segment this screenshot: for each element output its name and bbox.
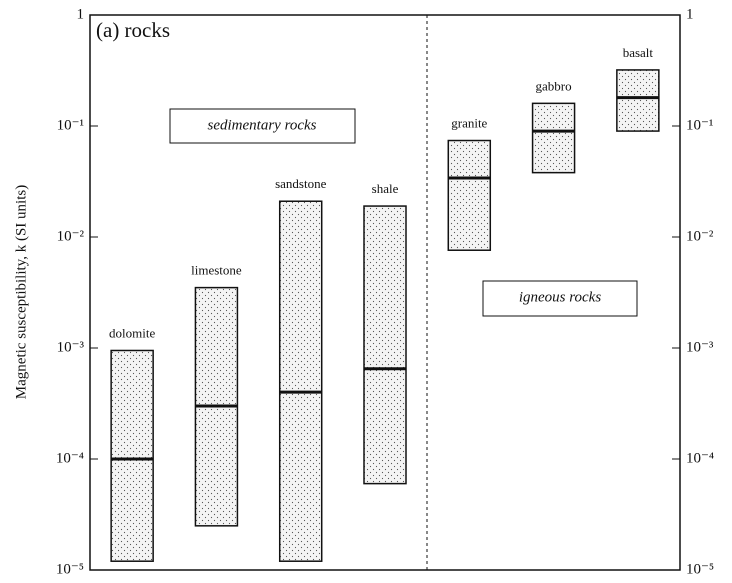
y-tick-label: 10⁻⁴ [56, 450, 84, 466]
y2-tick-label: 10⁻⁵ [686, 561, 714, 577]
category-label: sandstone [275, 176, 327, 191]
y-axis-label: Magnetic susceptibility, k (SI units) [13, 185, 29, 399]
category-label: basalt [623, 45, 654, 60]
range-bar [531, 102, 576, 174]
range-bar [363, 205, 407, 485]
chart-title: (a) rocks [96, 18, 170, 42]
y2-tick-label: 10⁻⁴ [686, 450, 714, 466]
y2-tick-label: 10⁻² [686, 228, 714, 244]
y2-tick-label: 10⁻¹ [686, 117, 713, 133]
range-bar [616, 69, 660, 132]
range-bar [278, 200, 323, 562]
range-bar [110, 349, 154, 562]
category-label: shale [372, 181, 399, 196]
y-tick-label: 10⁻² [57, 228, 85, 244]
y2-tick-label: 10⁻³ [686, 339, 714, 355]
y-tick-label: 10⁻⁵ [56, 561, 84, 577]
category-label: gabbro [536, 78, 572, 93]
y-tick-label: 1 [77, 6, 85, 22]
group-box [169, 108, 356, 144]
group-label: sedimentary rocks [208, 117, 317, 133]
group-box [482, 280, 638, 317]
y-tick-label: 10⁻³ [57, 339, 85, 355]
plot-frame [89, 14, 681, 571]
range-bar [447, 139, 492, 251]
category-label: limestone [191, 263, 242, 278]
y2-tick-label: 1 [686, 6, 694, 22]
category-label: granite [451, 115, 487, 130]
category-label: dolomite [109, 325, 155, 340]
group-label: igneous rocks [519, 289, 602, 305]
y-tick-label: 10⁻¹ [57, 117, 84, 133]
